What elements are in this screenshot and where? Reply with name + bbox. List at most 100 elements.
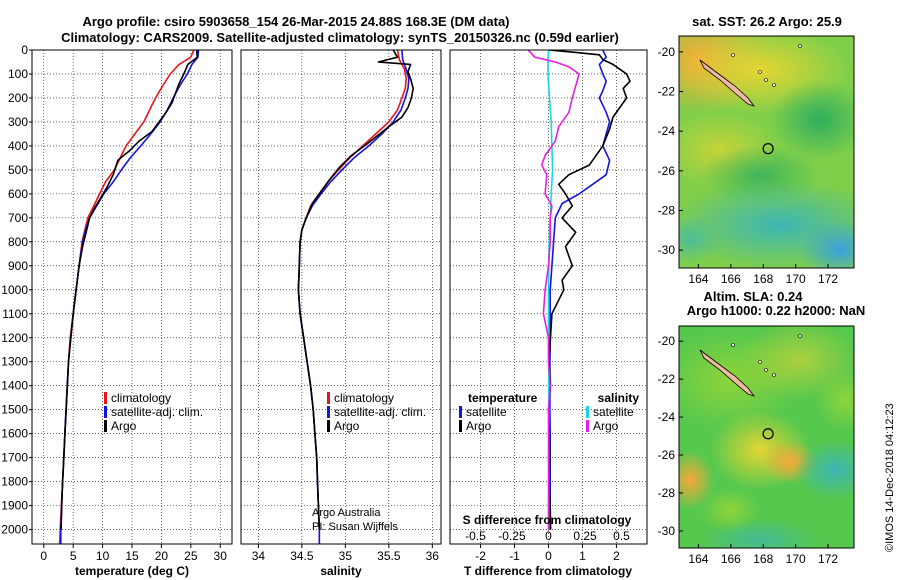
x-tick-label: 35 bbox=[339, 549, 353, 563]
series-line-argo bbox=[297, 50, 415, 530]
new-caledonia-island bbox=[699, 59, 756, 107]
salinity-xlabel: salinity bbox=[320, 564, 362, 578]
legend-climatology-swatch bbox=[104, 392, 107, 404]
figure-title-line1: Argo profile: csiro 5903658_154 26-Mar-2… bbox=[82, 14, 509, 29]
legend-s-argo-swatch bbox=[586, 420, 589, 432]
s-tick-label: -0.5 bbox=[465, 529, 486, 543]
sst-map-title: sat. SST: 26.2 Argo: 25.9 bbox=[692, 14, 842, 29]
x-tick-label: -1 bbox=[509, 549, 520, 563]
s-tick-label: 0.5 bbox=[613, 529, 630, 543]
sla-map-title-line2: Argo h1000: 0.22 h2000: NaN bbox=[687, 303, 865, 318]
depth-tick-label: 500 bbox=[8, 163, 28, 177]
x-tick-label: -2 bbox=[475, 549, 486, 563]
legend-climatology-label: climatology bbox=[111, 391, 171, 405]
legend-climatology-swatch bbox=[327, 392, 330, 404]
lon-tick-label: 168 bbox=[753, 272, 773, 286]
x-tick-label: 36 bbox=[426, 549, 440, 563]
series-line-temperature-argo bbox=[547, 50, 631, 530]
s-tick-label: 0.25 bbox=[573, 529, 597, 543]
depth-tick-label: 300 bbox=[8, 115, 28, 129]
x-tick-label: 30 bbox=[214, 549, 228, 563]
lat-tick-label: -28 bbox=[658, 486, 676, 500]
difference-xlabel-top: S difference from climatology bbox=[463, 513, 632, 527]
x-tick-label: 25 bbox=[184, 549, 198, 563]
lon-tick-label: 166 bbox=[721, 272, 741, 286]
temperature-xlabel: temperature (deg C) bbox=[75, 564, 189, 578]
lon-tick-label: 166 bbox=[721, 552, 741, 566]
legend-t-satellite-swatch bbox=[459, 406, 462, 418]
depth-tick-label: 400 bbox=[8, 139, 28, 153]
salinity-legend: climatology satellite-adj. clim. Argo bbox=[327, 391, 426, 433]
figure-title-line2: Climatology: CARS2009. Satellite-adjuste… bbox=[61, 30, 619, 45]
argo-australia-note: Argo Australia bbox=[312, 507, 381, 519]
x-tick-label: 10 bbox=[96, 549, 110, 563]
lat-tick-label: -24 bbox=[658, 410, 676, 424]
x-tick-label: 0 bbox=[40, 549, 47, 563]
sla-map-lat-ticks: -20 -22 -24 -26 -28 -30 bbox=[658, 334, 683, 538]
salinity-plot-area bbox=[297, 50, 415, 544]
x-tick-label: 35.5 bbox=[377, 549, 401, 563]
new-caledonia-island bbox=[699, 349, 756, 397]
lat-tick-label: -24 bbox=[658, 124, 676, 138]
lat-tick-label: -22 bbox=[658, 85, 676, 99]
difference-plot-area bbox=[527, 50, 631, 530]
lat-tick-label: -20 bbox=[658, 45, 676, 59]
x-tick-label: 1 bbox=[579, 549, 586, 563]
depth-tick-label: 1400 bbox=[1, 379, 28, 393]
x-tick-label: 15 bbox=[125, 549, 139, 563]
sst-map-field bbox=[679, 36, 854, 268]
legend-argo-swatch bbox=[327, 420, 330, 432]
pi-note: PI: Susan Wijffels bbox=[312, 521, 398, 533]
legend-argo-label: Argo bbox=[111, 419, 137, 433]
depth-tick-label: 1800 bbox=[1, 475, 28, 489]
imos-credit: ©IMOS 14-Dec-2018 04:12:23 bbox=[884, 403, 896, 552]
difference-legend: temperature satellite Argo salinity sate… bbox=[459, 391, 639, 433]
temperature-plot-area bbox=[58, 50, 200, 544]
lat-tick-label: -22 bbox=[658, 372, 676, 386]
difference-panel: -2 -1 0 1 2 -0.5 -0.25 0 0.25 0.5 T difference fr… bbox=[449, 49, 648, 578]
lat-tick-label: -26 bbox=[658, 164, 676, 178]
legend-argo-swatch bbox=[104, 420, 107, 432]
legend-t-argo-swatch bbox=[459, 420, 462, 432]
sla-map-field bbox=[679, 326, 854, 548]
s-tick-label: -0.25 bbox=[498, 529, 526, 543]
depth-tick-label: 900 bbox=[8, 259, 28, 273]
depth-tick-label: 1300 bbox=[1, 355, 28, 369]
series-line-climatology bbox=[58, 50, 195, 544]
lat-tick-label: -26 bbox=[658, 448, 676, 462]
lat-tick-label: -28 bbox=[658, 203, 676, 217]
depth-tick-label: 2000 bbox=[1, 523, 28, 537]
legend-temperature-title: temperature bbox=[468, 391, 538, 405]
depth-tick-label: 800 bbox=[8, 235, 28, 249]
x-tick-label: 5 bbox=[70, 549, 77, 563]
depth-tick-label: 1900 bbox=[1, 499, 28, 513]
sla-map-lon-ticks: 164 166 168 170 172 bbox=[688, 544, 838, 566]
x-tick-label: 34.5 bbox=[290, 549, 314, 563]
difference-xlabel: T difference from climatology bbox=[464, 564, 632, 578]
salinity-xticks: 34 34.5 35 35.5 36 bbox=[252, 544, 440, 563]
x-tick-label: 2 bbox=[613, 549, 620, 563]
difference-xticks: -2 -1 0 1 2 -0.5 -0.25 0 0.25 0.5 bbox=[465, 529, 630, 563]
lat-tick-label: -30 bbox=[658, 524, 676, 538]
lon-tick-label: 168 bbox=[753, 552, 773, 566]
salinity-panel: 34 34.5 35 35.5 36 salinity climatology sate… bbox=[240, 49, 442, 578]
series-line-argo bbox=[60, 50, 199, 530]
legend-s-satellite-swatch bbox=[586, 406, 589, 418]
depth-tick-label: 600 bbox=[8, 187, 28, 201]
depth-tick-label: 1000 bbox=[1, 283, 28, 297]
depth-tick-label: 200 bbox=[8, 91, 28, 105]
s-tick-label: 0 bbox=[545, 529, 552, 543]
argo-location-marker bbox=[762, 143, 774, 155]
legend-t-satellite-label: satellite bbox=[466, 405, 507, 419]
legend-t-argo-label: Argo bbox=[466, 419, 492, 433]
depth-tick-label: 1200 bbox=[1, 331, 28, 345]
depth-tick-label: 1700 bbox=[1, 451, 28, 465]
depth-tick-label: 1500 bbox=[1, 403, 28, 417]
temperature-panel: 0 5 10 15 20 25 30 0 100 200 300 400 500 600 700 800 90… bbox=[1, 43, 233, 578]
depth-tick-label: 1100 bbox=[2, 307, 28, 321]
salinity-grid bbox=[241, 49, 441, 544]
salinity-frame bbox=[240, 49, 442, 545]
depth-tick-label: 0 bbox=[21, 43, 28, 57]
legend-satellite-swatch bbox=[104, 406, 107, 418]
